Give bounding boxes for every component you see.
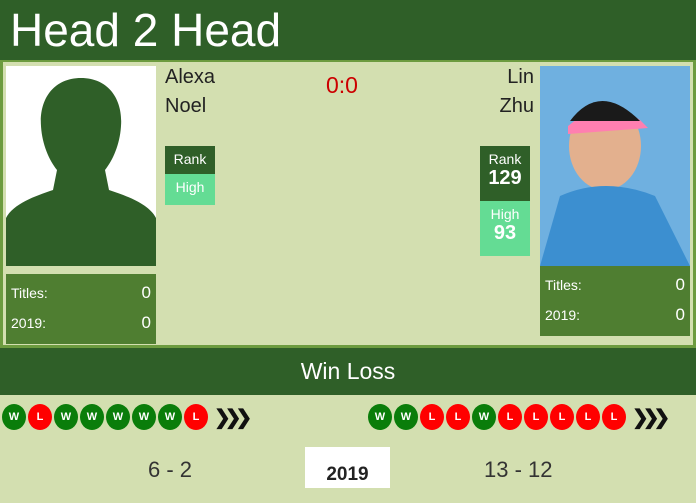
player-photo-icon	[540, 66, 690, 266]
first-name: Lin	[507, 66, 534, 88]
win-badge[interactable]: W	[132, 404, 156, 430]
player2-name[interactable]: Lin Zhu	[500, 63, 534, 121]
year-label: 2019:	[545, 307, 581, 323]
player1-name[interactable]: Alexa Noel	[165, 63, 215, 121]
player1-record: 6 - 2	[148, 457, 193, 482]
loss-badge[interactable]: L	[498, 404, 522, 430]
h2h-score: 0:0	[326, 72, 358, 98]
loss-badge[interactable]: L	[550, 404, 574, 430]
page-title: Head 2 Head	[0, 0, 696, 60]
loss-badge[interactable]: L	[420, 404, 444, 430]
high-label: High	[490, 206, 520, 222]
year-tab[interactable]: 2019	[305, 447, 390, 488]
player2-photo[interactable]	[540, 66, 690, 266]
player1-high: High	[165, 174, 215, 205]
year-titles-value: 0	[141, 313, 151, 332]
year-titles-value: 0	[675, 305, 685, 324]
player2-high: High 93	[480, 201, 530, 256]
player1-form: W L W W W W W L ❯❯❯	[2, 404, 252, 430]
last-name: Noel	[165, 95, 207, 117]
more-arrow-icon[interactable]: ❯❯❯	[632, 406, 670, 429]
win-badge[interactable]: W	[472, 404, 496, 430]
player2-rank: Rank 129	[480, 146, 530, 201]
titles-label: Titles:	[11, 285, 48, 301]
win-badge[interactable]: W	[106, 404, 130, 430]
win-badge[interactable]: W	[80, 404, 104, 430]
player1-rank: Rank	[165, 146, 215, 174]
titles-value: 0	[141, 283, 151, 302]
player2-form: W W L L W L L L L L ❯❯❯	[368, 404, 670, 430]
win-badge[interactable]: W	[368, 404, 392, 430]
high-value: 93	[493, 222, 517, 244]
loss-badge[interactable]: L	[28, 404, 52, 430]
player1-titles: Titles: 0 2019: 0	[6, 274, 156, 344]
win-badge[interactable]: W	[158, 404, 182, 430]
loss-badge[interactable]: L	[184, 404, 208, 430]
last-name: Zhu	[499, 95, 534, 117]
year-label: 2019:	[11, 315, 47, 331]
win-badge[interactable]: W	[2, 404, 26, 430]
loss-badge[interactable]: L	[524, 404, 548, 430]
more-arrow-icon[interactable]: ❯❯❯	[214, 406, 252, 429]
titles-label: Titles:	[545, 277, 582, 293]
titles-value: 0	[675, 275, 685, 294]
rank-label: Rank	[488, 151, 522, 167]
silhouette-icon	[6, 78, 156, 266]
loss-badge[interactable]: L	[602, 404, 626, 430]
first-name: Alexa	[165, 66, 216, 88]
loss-badge[interactable]: L	[446, 404, 470, 430]
win-badge[interactable]: W	[54, 404, 78, 430]
win-badge[interactable]: W	[394, 404, 418, 430]
rank-value: 129	[488, 167, 522, 189]
player2-titles: Titles: 0 2019: 0	[540, 266, 690, 336]
win-loss-header: Win Loss	[0, 348, 696, 395]
player2-record: 13 - 12	[484, 457, 553, 482]
player1-photo[interactable]	[6, 66, 156, 266]
loss-badge[interactable]: L	[576, 404, 600, 430]
